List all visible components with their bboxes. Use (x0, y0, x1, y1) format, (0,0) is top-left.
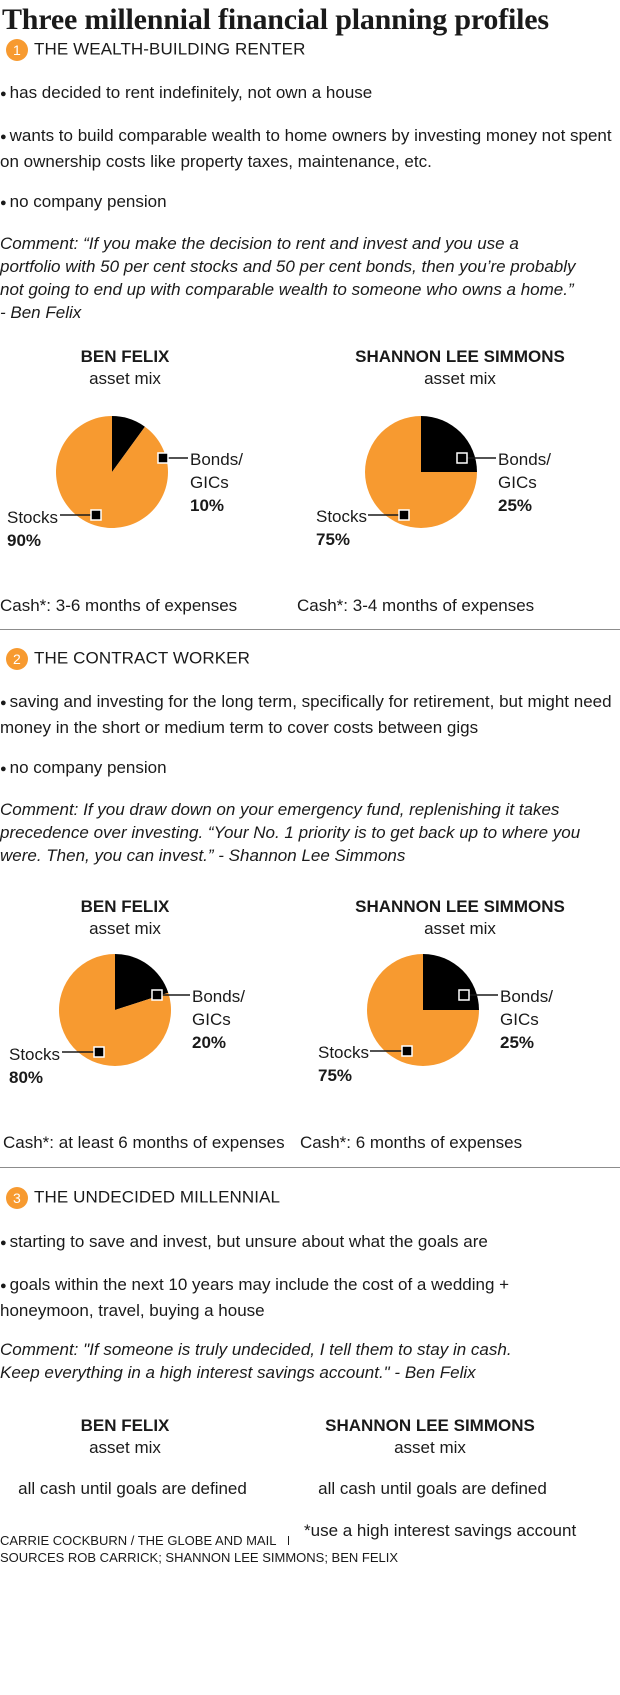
bullet-item: no company pension (0, 756, 620, 782)
sources-line: SOURCES ROB CARRICK; SHANNON LEE SIMMONS… (0, 1550, 399, 1565)
bonds-value-label: 25% (500, 1033, 535, 1052)
section-number-badge: 2 (6, 647, 28, 670)
bullet-item: has decided to rent indefinitely, not ow… (0, 81, 620, 107)
legend-bonds: Bonds/GICs 20% (192, 987, 245, 1052)
section-label: THE CONTRACT WORKER (34, 648, 250, 668)
advisor-name: SHANNON LEE SIMMONS (355, 897, 565, 916)
section-3-heading: 3 THE UNDECIDED MILLENNIAL (6, 1186, 280, 1209)
asset-mix-label: asset mix (424, 919, 496, 938)
page-title: Three millennial financial planning prof… (2, 3, 549, 36)
asset-mix-label: asset mix (89, 1438, 161, 1457)
legend-bonds: Bonds/GICs 25% (498, 450, 551, 515)
legend-stocks: Stocks 90% (7, 508, 59, 550)
advisor-name: BEN FELIX (80, 897, 170, 916)
section-1-heading: 1 THE WEALTH-BUILDING RENTER (6, 38, 305, 61)
stocks-leader-marker (398, 509, 410, 521)
cash-recommendation: Cash*: at least 6 months of expenses (3, 1133, 285, 1152)
asset-mix-label: asset mix (394, 1438, 466, 1457)
bonds-value-label: 25% (498, 496, 533, 515)
stocks-value-label: 75% (318, 1066, 353, 1085)
comment-quote: Comment: "If someone is truly undecided,… (0, 1340, 512, 1382)
bonds-value-label: 10% (190, 496, 225, 515)
pie-slice-stocks (59, 954, 172, 1067)
asset-mix-label: asset mix (89, 919, 161, 938)
section-2-heading: 2 THE CONTRACT WORKER (6, 647, 250, 670)
all-cash-note: all cash until goals are defined (18, 1479, 247, 1498)
comment-quote: Comment: “If you make the decision to re… (0, 234, 576, 322)
section-number-badge: 1 (6, 38, 28, 61)
asset-mix-label: asset mix (424, 369, 496, 388)
bonds-leader-marker (157, 452, 169, 464)
section-label: THE WEALTH-BUILDING RENTER (34, 39, 306, 59)
bullet-item: wants to build comparable wealth to home… (0, 124, 618, 173)
bullet-item: no company pension (0, 190, 620, 216)
legend-stocks: Stocks 80% (9, 1045, 61, 1087)
comment-quote: Comment: If you draw down on your emerge… (0, 800, 581, 865)
asset-mix-label: asset mix (89, 369, 161, 388)
pie-slice-stocks (365, 416, 477, 528)
cash-recommendation: Cash*: 3-6 months of expenses (0, 596, 238, 615)
section-divider (0, 629, 620, 630)
legend-stocks: Stocks 75% (318, 1043, 370, 1085)
pie-slice-stocks (367, 954, 479, 1066)
advisor-name: BEN FELIX (80, 347, 170, 366)
section-label: THE UNDECIDED MILLENNIAL (34, 1187, 281, 1207)
credit-line: CARRIE COCKBURN / THE GLOBE AND MAIL (0, 1533, 289, 1549)
cash-recommendation: Cash*: 6 months of expenses (300, 1133, 523, 1152)
bonds-leader-marker (151, 989, 163, 1001)
bullet-item: saving and investing for the long term, … (0, 690, 620, 739)
section-number-badge: 3 (6, 1186, 28, 1209)
all-cash-note: all cash until goals are defined (318, 1479, 547, 1498)
pie-slice-bonds (112, 416, 145, 472)
stocks-value-label: 90% (7, 531, 42, 550)
pie-slice-stocks (56, 416, 168, 529)
advisor-name: BEN FELIX (80, 1416, 170, 1435)
advisor-name: SHANNON LEE SIMMONS (325, 1416, 535, 1435)
stocks-leader-marker (90, 509, 102, 521)
legend-stocks: Stocks 75% (316, 507, 368, 549)
advisor-name: SHANNON LEE SIMMONS (355, 347, 565, 366)
bullet-item: starting to save and invest, but unsure … (0, 1230, 620, 1256)
pie-slice-bonds (421, 416, 477, 472)
stocks-value-label: 75% (316, 530, 351, 549)
stocks-value-label: 80% (9, 1068, 44, 1087)
footnote: *use a high interest savings account (304, 1521, 577, 1540)
bonds-value-label: 20% (192, 1033, 227, 1052)
stocks-leader-marker (93, 1046, 105, 1058)
cash-recommendation: Cash*: 3-4 months of expenses (297, 596, 535, 615)
legend-bonds: Bonds/GICs 10% (190, 450, 243, 515)
bonds-leader-marker (456, 452, 468, 464)
pie-slice-bonds (423, 954, 479, 1010)
stocks-leader-marker (401, 1045, 413, 1057)
bonds-leader-marker (458, 989, 470, 1001)
section-divider (0, 1167, 620, 1168)
legend-bonds: Bonds/GICs 25% (500, 987, 553, 1052)
bullet-item: goals within the next 10 years may inclu… (0, 1273, 540, 1322)
